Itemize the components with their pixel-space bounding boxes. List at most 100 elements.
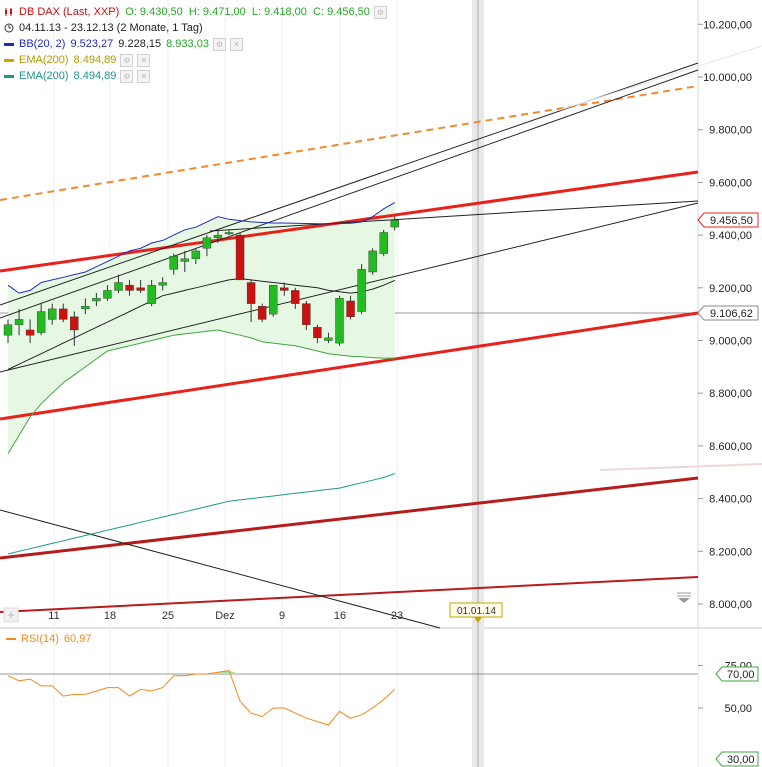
candle-body bbox=[224, 232, 234, 235]
menu-icon[interactable] bbox=[677, 592, 691, 603]
rsi-plot-background bbox=[0, 629, 698, 767]
legend-bb-middle: 9.228,15 bbox=[118, 38, 162, 50]
close-icon[interactable]: ✕ bbox=[137, 53, 151, 67]
trendline-black-4 bbox=[209, 200, 699, 232]
candle-body bbox=[136, 287, 145, 291]
legend-title: DB DAX (Last, XXP) bbox=[19, 6, 120, 18]
date-axis: 11 18 25 Dez 9 16 23 bbox=[48, 610, 403, 622]
rsi-legend: RSI(14) 60,97 bbox=[6, 633, 91, 645]
y-tick-label: 8.200,00 bbox=[709, 546, 752, 558]
close-icon[interactable]: ✕ bbox=[229, 37, 243, 51]
rsi-tick-label: 50,00 bbox=[724, 703, 752, 715]
y-tick-label: 9.000,00 bbox=[709, 336, 752, 348]
legend-period: 04.11.13 - 23.12.13 (2 Monate, 1 Tag) bbox=[19, 22, 203, 34]
close-price-marker: 9.456,50 bbox=[697, 212, 759, 228]
trendline-orange-dashed bbox=[0, 85, 699, 201]
legend-ema1-label: EMA(200) bbox=[19, 54, 69, 66]
settings-icon[interactable]: ⚙ bbox=[120, 69, 134, 83]
candle-body bbox=[59, 308, 68, 320]
candle-body bbox=[114, 282, 123, 291]
bollinger-lower-line bbox=[7, 329, 395, 455]
settings-icon[interactable]: ⚙ bbox=[212, 37, 226, 51]
close-icon[interactable]: ✕ bbox=[137, 69, 151, 83]
candle-body bbox=[368, 250, 377, 273]
candle-body bbox=[269, 284, 278, 315]
candle-body bbox=[390, 220, 399, 228]
trendline-faint-2 bbox=[599, 463, 762, 471]
ema1-color-swatch bbox=[4, 58, 14, 62]
settings-icon[interactable]: ⚙ bbox=[373, 5, 387, 19]
y-tick-label: 9.800,00 bbox=[709, 125, 752, 137]
candlestick-series bbox=[3, 216, 399, 346]
close-price-label: 9.456,50 bbox=[710, 215, 753, 227]
bollinger-middle-line bbox=[7, 278, 395, 370]
x-tick-label: 16 bbox=[334, 610, 346, 622]
legend-row-ema2: EMA(200) 8.494,89 ⚙ ✕ bbox=[4, 68, 387, 84]
legend-bb-upper: 9.523,27 bbox=[70, 38, 114, 50]
legend-bb-lower: 8.933,03 bbox=[166, 38, 209, 50]
legend-row-instrument: DB DAX (Last, XXP) O: 9.430,50 H: 9.471,… bbox=[4, 4, 387, 20]
trendline-black-descending bbox=[0, 509, 441, 629]
candle-body bbox=[346, 300, 355, 317]
price-axis: 8.000,00 8.200,00 8.400,00 8.600,00 8.800,00… bbox=[698, 19, 752, 611]
candle-body bbox=[70, 316, 79, 331]
candle-body bbox=[81, 306, 90, 310]
candle-body bbox=[246, 282, 256, 304]
trendline-red-lower bbox=[0, 311, 699, 421]
rsi-legend-value: 60,97 bbox=[63, 633, 92, 645]
x-tick-label: 23 bbox=[391, 610, 403, 622]
candle-body bbox=[335, 298, 344, 344]
trendline-black-2 bbox=[0, 69, 699, 319]
rsi-color-swatch bbox=[6, 638, 16, 640]
bollinger-upper-line bbox=[7, 202, 396, 294]
rsi-70-label: 70,00 bbox=[727, 669, 755, 681]
candle-body bbox=[103, 290, 112, 299]
level-price-label: 9.106,62 bbox=[710, 308, 753, 320]
clock-icon bbox=[4, 23, 14, 33]
candle-body bbox=[14, 319, 24, 325]
candle-body bbox=[158, 282, 167, 286]
y-tick-label: 9.200,00 bbox=[709, 283, 752, 295]
x-tick-label: 9 bbox=[279, 610, 285, 622]
add-indicator-icon[interactable] bbox=[3, 607, 19, 623]
legend-ohlc: O: 9.430,50 H: 9.471,00 L: 9.418,00 C: 9… bbox=[125, 6, 370, 18]
candle-body bbox=[357, 269, 366, 312]
y-tick-label: 8.600,00 bbox=[709, 441, 752, 453]
candle-body bbox=[302, 303, 311, 325]
legend-ema1-value: 8.494,89 bbox=[73, 54, 117, 66]
trendline-darkred-upper bbox=[0, 476, 699, 560]
y-tick-label: 10.000,00 bbox=[703, 72, 752, 84]
trendline-red-upper bbox=[0, 170, 699, 273]
candle-body bbox=[36, 311, 46, 333]
x-tick-label: Dez bbox=[215, 610, 235, 622]
candle-body bbox=[324, 337, 333, 341]
settings-icon[interactable]: ⚙ bbox=[120, 53, 134, 67]
x-tick-label: 11 bbox=[48, 610, 59, 622]
trendline-black-3 bbox=[0, 202, 699, 373]
bollinger-band-fill bbox=[8, 202, 395, 454]
rsi-legend-label: RSI(14) bbox=[21, 633, 59, 645]
candle-body bbox=[202, 237, 212, 249]
y-tick-label: 10.200,00 bbox=[703, 19, 752, 31]
date-marker: 01.01.14 bbox=[449, 602, 503, 623]
candlestick-icon bbox=[4, 7, 14, 17]
ema-200-line bbox=[7, 473, 395, 555]
chart-legend: DB DAX (Last, XXP) O: 9.430,50 H: 9.471,… bbox=[4, 4, 387, 84]
rsi-30-label: 30,00 bbox=[727, 754, 755, 766]
candle-body bbox=[313, 327, 322, 339]
level-price-marker: 9.106,62 bbox=[697, 305, 759, 321]
trendline-darkred-lower bbox=[0, 576, 699, 613]
candle-body bbox=[92, 298, 101, 302]
bb-color-swatch bbox=[4, 42, 14, 46]
y-tick-label: 9.600,00 bbox=[709, 177, 752, 189]
candle-body bbox=[280, 287, 289, 291]
trendline-faint-1 bbox=[559, 45, 762, 111]
y-tick-label: 9.400,00 bbox=[709, 230, 752, 242]
candle-body bbox=[180, 258, 190, 262]
candle-body bbox=[25, 329, 35, 336]
legend-bb-label: BB(20, 2) bbox=[19, 38, 66, 50]
candle-body bbox=[379, 232, 388, 254]
rsi-30-marker: 30,00 bbox=[715, 751, 759, 767]
candle-body bbox=[235, 234, 245, 281]
